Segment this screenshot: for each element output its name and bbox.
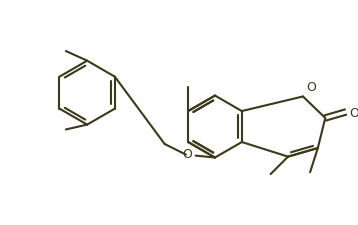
Text: O: O <box>306 81 316 94</box>
Text: O: O <box>182 148 192 161</box>
Text: O: O <box>350 106 358 119</box>
